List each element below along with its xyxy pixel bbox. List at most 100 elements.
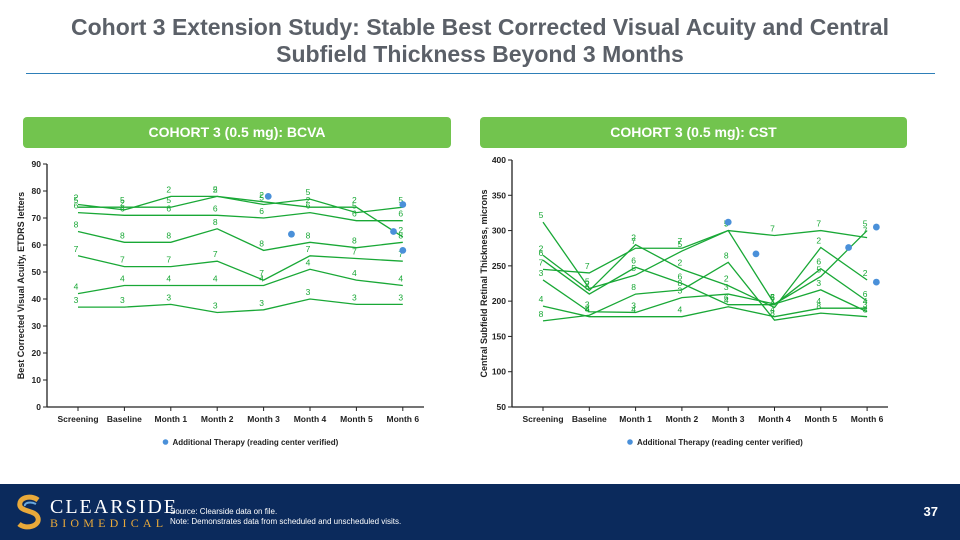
data-label-6: 6 [166, 203, 171, 213]
data-label-5: 5 [120, 195, 125, 205]
data-label-6: 6 [724, 293, 729, 303]
data-label-2: 2 [259, 190, 264, 200]
data-label-6: 6 [259, 206, 264, 216]
x-tick-label: Month 1 [155, 414, 188, 424]
data-label-6: 6 [585, 282, 590, 292]
data-label-8: 8 [166, 230, 171, 240]
x-tick-label: Screening [522, 414, 563, 424]
y-tick-label: 40 [32, 294, 42, 304]
data-label-7: 7 [74, 244, 79, 254]
data-label-2: 2 [863, 268, 868, 278]
data-label-6: 6 [631, 255, 636, 265]
y-tick-label: 300 [492, 226, 506, 236]
data-label-6: 6 [539, 248, 544, 258]
data-label-3: 3 [120, 295, 125, 305]
data-label-4: 4 [352, 268, 357, 278]
data-label-4: 4 [398, 274, 403, 284]
y-tick-label: 400 [492, 155, 506, 165]
data-label-8: 8 [631, 282, 636, 292]
cst-chart: 50 100 150 200 250 300 350 400 Screening Baseline… [479, 155, 888, 447]
data-label-5: 5 [213, 184, 218, 194]
data-label-2: 2 [770, 295, 775, 305]
additional-therapy-marker [752, 250, 760, 258]
data-label-4: 4 [166, 274, 171, 284]
data-label-4: 4 [306, 257, 311, 267]
x-tick-label: Month 2 [201, 414, 234, 424]
data-label-8: 8 [306, 230, 311, 240]
data-label-2: 2 [306, 195, 311, 205]
additional-therapy-marker [845, 244, 852, 251]
data-label-8: 8 [398, 230, 403, 240]
x-tick-label: Baseline [107, 414, 142, 424]
data-label-8: 8 [352, 236, 357, 246]
data-label-8: 8 [74, 220, 79, 230]
data-label-4: 4 [770, 305, 775, 315]
series-line-6 [77, 211, 403, 222]
y-tick-label: 20 [32, 348, 42, 358]
series-line-8 [542, 261, 868, 322]
source-note: Source: Clearside data on file. [170, 507, 278, 516]
data-label-3: 3 [539, 268, 544, 278]
series-line-5 [542, 221, 868, 305]
page-number: 37 [923, 504, 938, 519]
additional-therapy-marker [399, 247, 407, 254]
data-label-3: 3 [585, 300, 590, 310]
data-label-7: 7 [816, 219, 821, 229]
data-label-7: 7 [678, 236, 683, 246]
data-label-3: 3 [306, 287, 311, 297]
data-label-4: 4 [74, 282, 79, 292]
data-label-4: 4 [631, 305, 636, 315]
data-label-8: 8 [863, 305, 868, 315]
series-line-8 [77, 228, 403, 252]
data-label-6: 6 [213, 203, 218, 213]
page-title: Cohort 3 Extension Study: Stable Best Co… [40, 14, 920, 68]
data-label-4: 4 [259, 274, 264, 284]
data-label-8: 8 [770, 308, 775, 318]
y-tick-label: 60 [32, 240, 42, 250]
data-label-2: 2 [74, 193, 79, 203]
y-axis-label: Central Subfield Retinal Thickness, micr… [479, 189, 489, 377]
data-label-8: 8 [120, 230, 125, 240]
bcva-chart: 0 10 20 30 40 50 60 70 80 90 Screening Baseline Mont… [16, 159, 424, 447]
data-label-7: 7 [352, 247, 357, 257]
data-label-6: 6 [816, 257, 821, 267]
data-label-5: 5 [678, 239, 683, 249]
legend-label: Additional Therapy (reading center verif… [173, 438, 339, 447]
x-tick-label: Month 6 [387, 414, 420, 424]
data-label-7: 7 [398, 249, 403, 259]
footer: CLEARSIDE BIOMEDICAL Source: Clearside d… [0, 484, 960, 540]
x-tick-label: Month 5 [340, 414, 373, 424]
legend-marker [162, 439, 169, 445]
data-label-3: 3 [724, 282, 729, 292]
data-label-8: 8 [539, 309, 544, 319]
y-tick-label: 250 [492, 261, 506, 271]
y-axis-label: Best Corrected Visual Acuity, ETDRS lett… [16, 192, 26, 379]
data-label-7: 7 [213, 249, 218, 259]
x-tick-label: Month 2 [666, 414, 699, 424]
x-tick-label: Month 4 [294, 414, 327, 424]
data-label-4: 4 [120, 274, 125, 284]
data-label-5: 5 [585, 276, 590, 286]
data-label-5: 5 [539, 210, 544, 220]
data-label-7: 7 [631, 236, 636, 246]
data-label-8: 8 [678, 278, 683, 288]
data-label-2: 2 [120, 198, 125, 208]
data-label-3: 3 [631, 300, 636, 310]
title-divider [26, 73, 935, 74]
additional-therapy-marker [872, 278, 880, 286]
y-tick-label: 100 [492, 367, 506, 377]
data-label-4: 4 [678, 305, 683, 315]
data-label-6: 6 [863, 289, 868, 299]
data-label-2: 2 [678, 257, 683, 267]
y-tick-label: 30 [32, 321, 42, 331]
data-label-5: 5 [74, 195, 79, 205]
data-label-8: 8 [724, 250, 729, 260]
y-tick-label: 90 [32, 159, 42, 169]
data-label-4: 4 [585, 305, 590, 315]
x-tick-label: Month 1 [619, 414, 652, 424]
data-label-2: 2 [631, 233, 636, 243]
data-label-4: 4 [816, 296, 821, 306]
series-line-3 [78, 298, 403, 314]
data-label-6: 6 [306, 201, 311, 211]
data-label-2: 2 [539, 243, 544, 253]
